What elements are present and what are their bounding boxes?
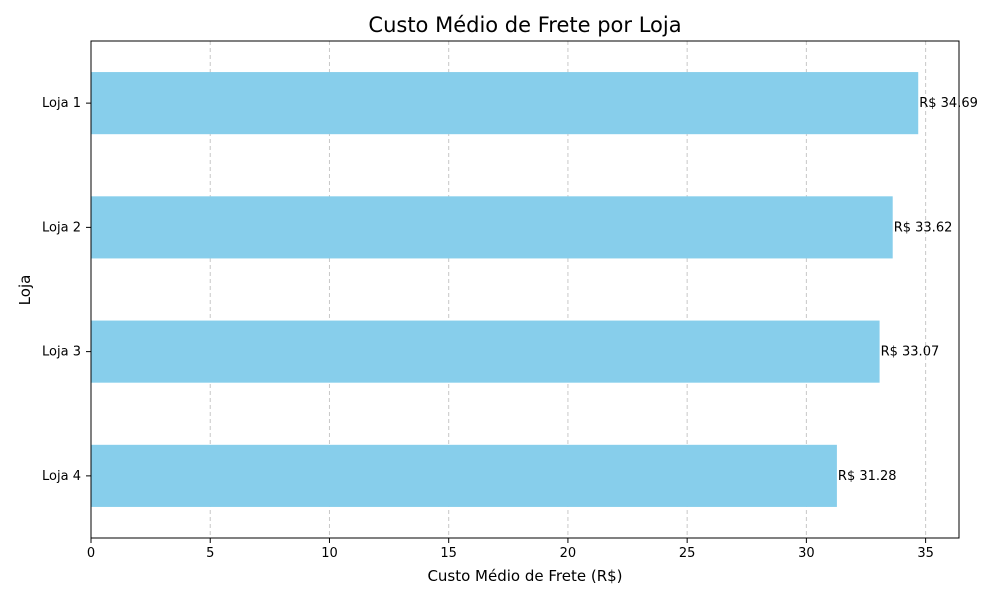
bar [91, 320, 880, 383]
x-axis-ticks: 0 5 10 15 20 25 30 35 [87, 538, 934, 561]
x-tick-label: 25 [679, 546, 696, 561]
data-label: R$ 31.28 [838, 469, 897, 484]
y-tick-label: Loja 4 [42, 469, 81, 484]
x-tick-label: 0 [87, 546, 95, 561]
y-tick-label: Loja 3 [42, 345, 81, 360]
bars [91, 72, 919, 507]
plot-frame [90, 40, 960, 539]
x-tick-label: 20 [560, 546, 577, 561]
x-tick-label: 30 [798, 546, 815, 561]
x-tick-label: 15 [440, 546, 457, 561]
chart-title: Custo Médio de Frete por Loja [368, 13, 681, 37]
bar [91, 444, 837, 507]
y-axis-label: Loja [16, 275, 34, 306]
data-label: R$ 34.69 [919, 96, 978, 111]
data-labels: R$ 34.69 R$ 33.62 R$ 33.07 R$ 31.28 [838, 96, 978, 484]
data-label: R$ 33.07 [881, 345, 940, 360]
x-tick-label: 35 [917, 546, 934, 561]
x-axis-label: Custo Médio de Frete (R$) [427, 567, 622, 585]
bar [91, 196, 893, 259]
bar [91, 72, 919, 135]
y-axis-ticks: Loja 1 Loja 2 Loja 3 Loja 4 [42, 96, 91, 484]
y-tick-label: Loja 2 [42, 220, 81, 235]
data-label: R$ 33.62 [894, 220, 953, 235]
y-tick-label: Loja 1 [42, 96, 81, 111]
x-tick-label: 5 [206, 546, 214, 561]
x-tick-label: 10 [321, 546, 338, 561]
